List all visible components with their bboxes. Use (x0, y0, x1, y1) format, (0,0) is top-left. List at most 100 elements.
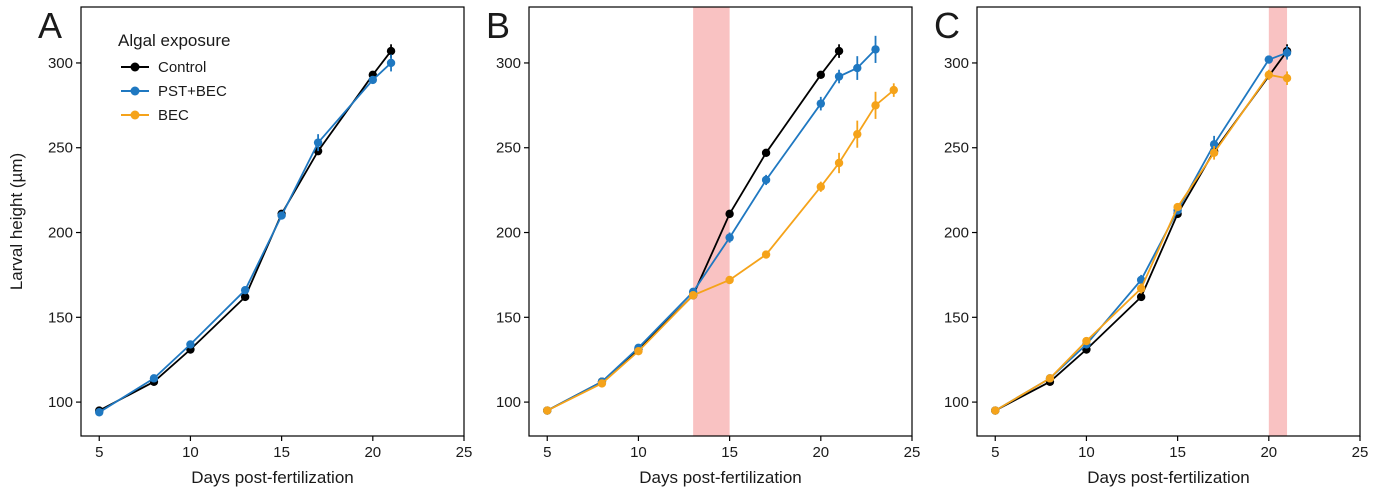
series-bec (543, 83, 898, 415)
data-point (240, 285, 250, 295)
data-point (1209, 140, 1219, 149)
panel-letter: C (934, 5, 960, 46)
y-tick-label: 250 (496, 140, 521, 157)
x-tick-label: 25 (1352, 444, 1369, 461)
y-tick-label: 150 (944, 309, 969, 326)
y-tick-label: 100 (48, 394, 73, 411)
series-line-control (546, 50, 840, 412)
series-control (543, 44, 844, 415)
series-line-pst-bec (994, 51, 1288, 412)
legend-marker-pst-bec (130, 86, 140, 96)
data-point (1264, 55, 1274, 64)
x-tick-label: 20 (812, 444, 829, 461)
series-line-pst-bec (98, 62, 392, 414)
legend-label-pst-bec: PST+BEC (158, 83, 227, 100)
data-point (834, 46, 844, 56)
data-point (634, 347, 643, 356)
plot-frame (80, 6, 465, 437)
data-point (871, 45, 880, 54)
data-point (368, 75, 378, 85)
plot-frame (528, 6, 913, 437)
panel-letter: B (486, 5, 510, 46)
plot-frame (976, 6, 1361, 437)
x-tick-label: 10 (630, 444, 647, 461)
y-tick-label: 300 (496, 55, 521, 72)
data-point (1045, 374, 1055, 383)
data-point (834, 158, 844, 168)
legend-item-pst-bec: PST+BEC (121, 83, 227, 100)
data-point (761, 175, 771, 185)
series-line-pst-bec (546, 48, 877, 412)
x-tick-label: 5 (95, 444, 103, 461)
panels-group: 5 10 15 20 25 100 150 200 250 300 Days post-fertil… (7, 5, 1368, 487)
panel-a: 5 10 15 20 25 100 150 200 250 300 Days post-fertil… (7, 5, 472, 487)
exposure-shading (1268, 7, 1288, 436)
data-point (386, 58, 396, 68)
data-point (1082, 336, 1091, 346)
y-tick-label: 200 (496, 225, 521, 242)
data-point (313, 138, 323, 147)
x-tick-label: 10 (1078, 444, 1095, 461)
legend-item-bec: BEC (121, 107, 189, 124)
data-point (816, 99, 826, 108)
data-point (149, 374, 159, 383)
x-axis-title: Days post-fertilization (639, 468, 802, 487)
legend-label-control: Control (158, 59, 206, 76)
series-line-control (994, 50, 1288, 412)
panel-c: 5 10 15 20 25 100 150 200 250 300 Days post-fertil… (934, 5, 1368, 487)
x-tick-label: 20 (364, 444, 381, 461)
panel-b: 5 10 15 20 25 100 150 200 250 300 Days post-fertil… (486, 5, 920, 487)
series-control (991, 44, 1292, 415)
y-tick-label: 250 (48, 140, 73, 157)
y-tick-label: 200 (944, 225, 969, 242)
y-tick-label: 250 (944, 140, 969, 157)
data-point (725, 209, 734, 219)
data-point (871, 101, 880, 110)
x-tick-label: 25 (456, 444, 473, 461)
data-point (688, 291, 698, 300)
legend: Algal exposure Control PST+BEC BEC (118, 31, 230, 124)
data-point (853, 63, 862, 73)
data-point (543, 406, 552, 415)
data-point (1136, 292, 1146, 302)
legend-item-control: Control (121, 59, 206, 76)
data-point (1282, 48, 1292, 57)
x-tick-label: 20 (1260, 444, 1277, 461)
series-control (95, 44, 396, 415)
y-tick-label: 200 (48, 225, 73, 242)
series-line-control (98, 50, 392, 412)
series-bec (991, 69, 1292, 415)
data-point (889, 85, 898, 95)
data-point (1282, 74, 1292, 83)
data-point (725, 233, 734, 242)
data-point (991, 406, 1000, 415)
x-tick-label: 5 (991, 444, 999, 461)
data-point (240, 292, 250, 302)
x-tick-label: 5 (543, 444, 551, 461)
y-tick-label: 100 (944, 394, 969, 411)
x-tick-label: 15 (721, 444, 738, 461)
data-point (1173, 202, 1182, 212)
y-tick-label: 150 (496, 309, 521, 326)
data-point (761, 250, 771, 259)
series-line-bec (994, 73, 1288, 412)
data-point (597, 379, 607, 388)
data-point (834, 72, 844, 81)
y-axis-title: Larval height (µm) (7, 153, 26, 290)
data-point (277, 211, 286, 220)
x-axis-title: Days post-fertilization (1087, 468, 1250, 487)
data-point (95, 408, 104, 417)
x-tick-label: 15 (273, 444, 290, 461)
x-axis-title: Days post-fertilization (191, 468, 354, 487)
y-tick-label: 300 (48, 55, 73, 72)
data-point (186, 340, 195, 349)
panel-letter: A (38, 5, 62, 46)
legend-title: Algal exposure (118, 31, 230, 50)
series-pst-bec (991, 46, 1292, 415)
y-tick-label: 300 (944, 55, 969, 72)
series-pst-bec (95, 54, 396, 417)
x-tick-label: 10 (182, 444, 199, 461)
data-point (816, 70, 826, 80)
legend-marker-control (130, 62, 140, 72)
